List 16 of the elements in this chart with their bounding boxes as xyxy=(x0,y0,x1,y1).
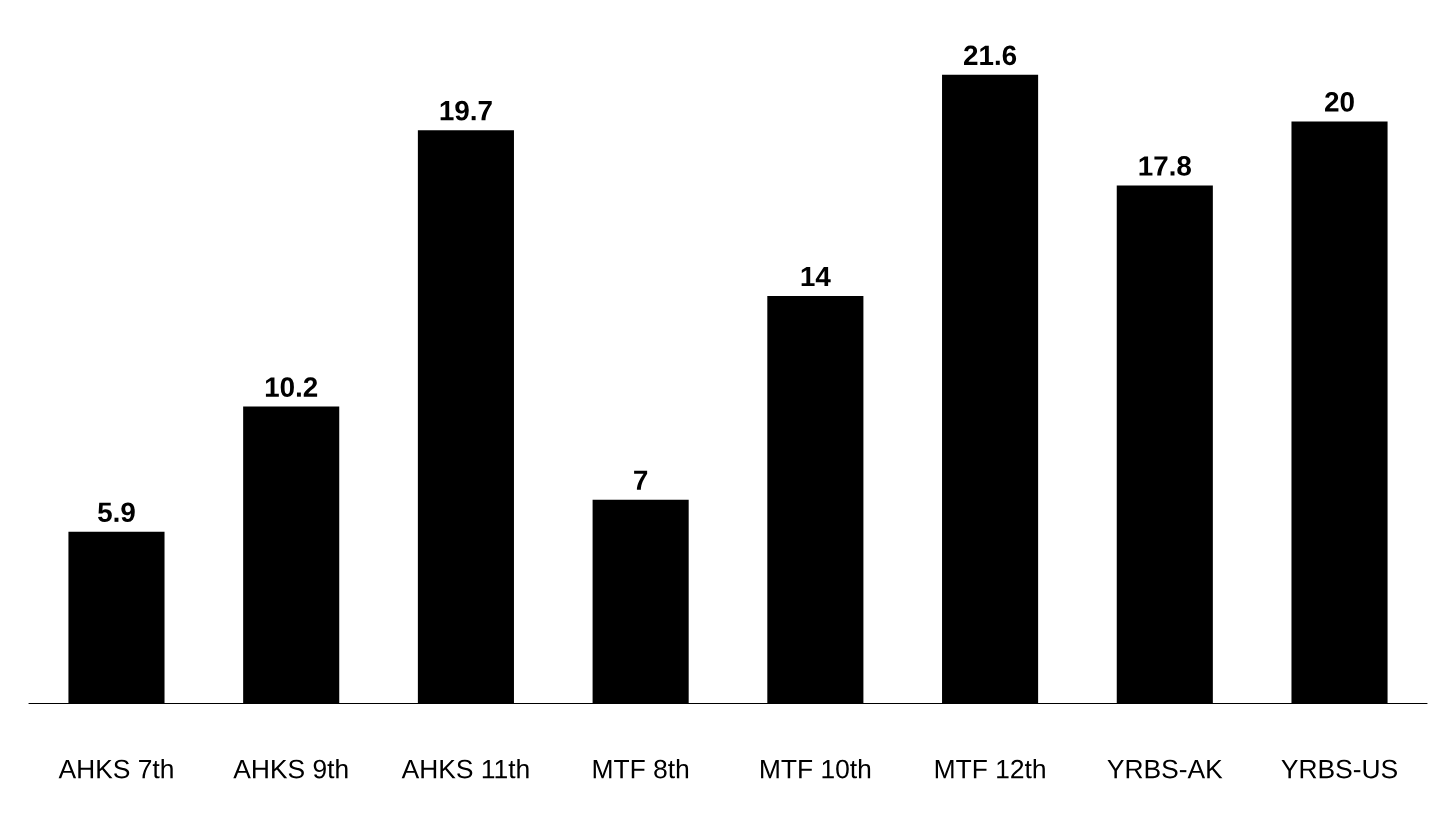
x-tick-label: AHKS 9th xyxy=(233,759,348,779)
x-tick-label: MTF 12th xyxy=(935,759,1045,779)
data-label: 17.8 xyxy=(1139,156,1191,176)
data-label: 7 xyxy=(634,470,648,490)
data-label: 21.6 xyxy=(964,45,1017,66)
data-label: 10.2 xyxy=(265,377,318,397)
x-tick-label: AHKS 11th xyxy=(401,759,529,779)
x-tick-label: MTF 10th xyxy=(761,759,871,779)
x-tick-label: AHKS 7th xyxy=(58,759,173,779)
data-label: 14 xyxy=(801,266,831,287)
x-tick-label: MTF 8th xyxy=(593,759,689,779)
x-tick-label: YRBS-US xyxy=(1281,759,1397,779)
data-label: 5.9 xyxy=(98,502,135,523)
x-tick-label: YRBS-AK xyxy=(1107,759,1223,779)
data-label: 20 xyxy=(1325,92,1354,112)
data-label: 19.7 xyxy=(440,100,492,121)
